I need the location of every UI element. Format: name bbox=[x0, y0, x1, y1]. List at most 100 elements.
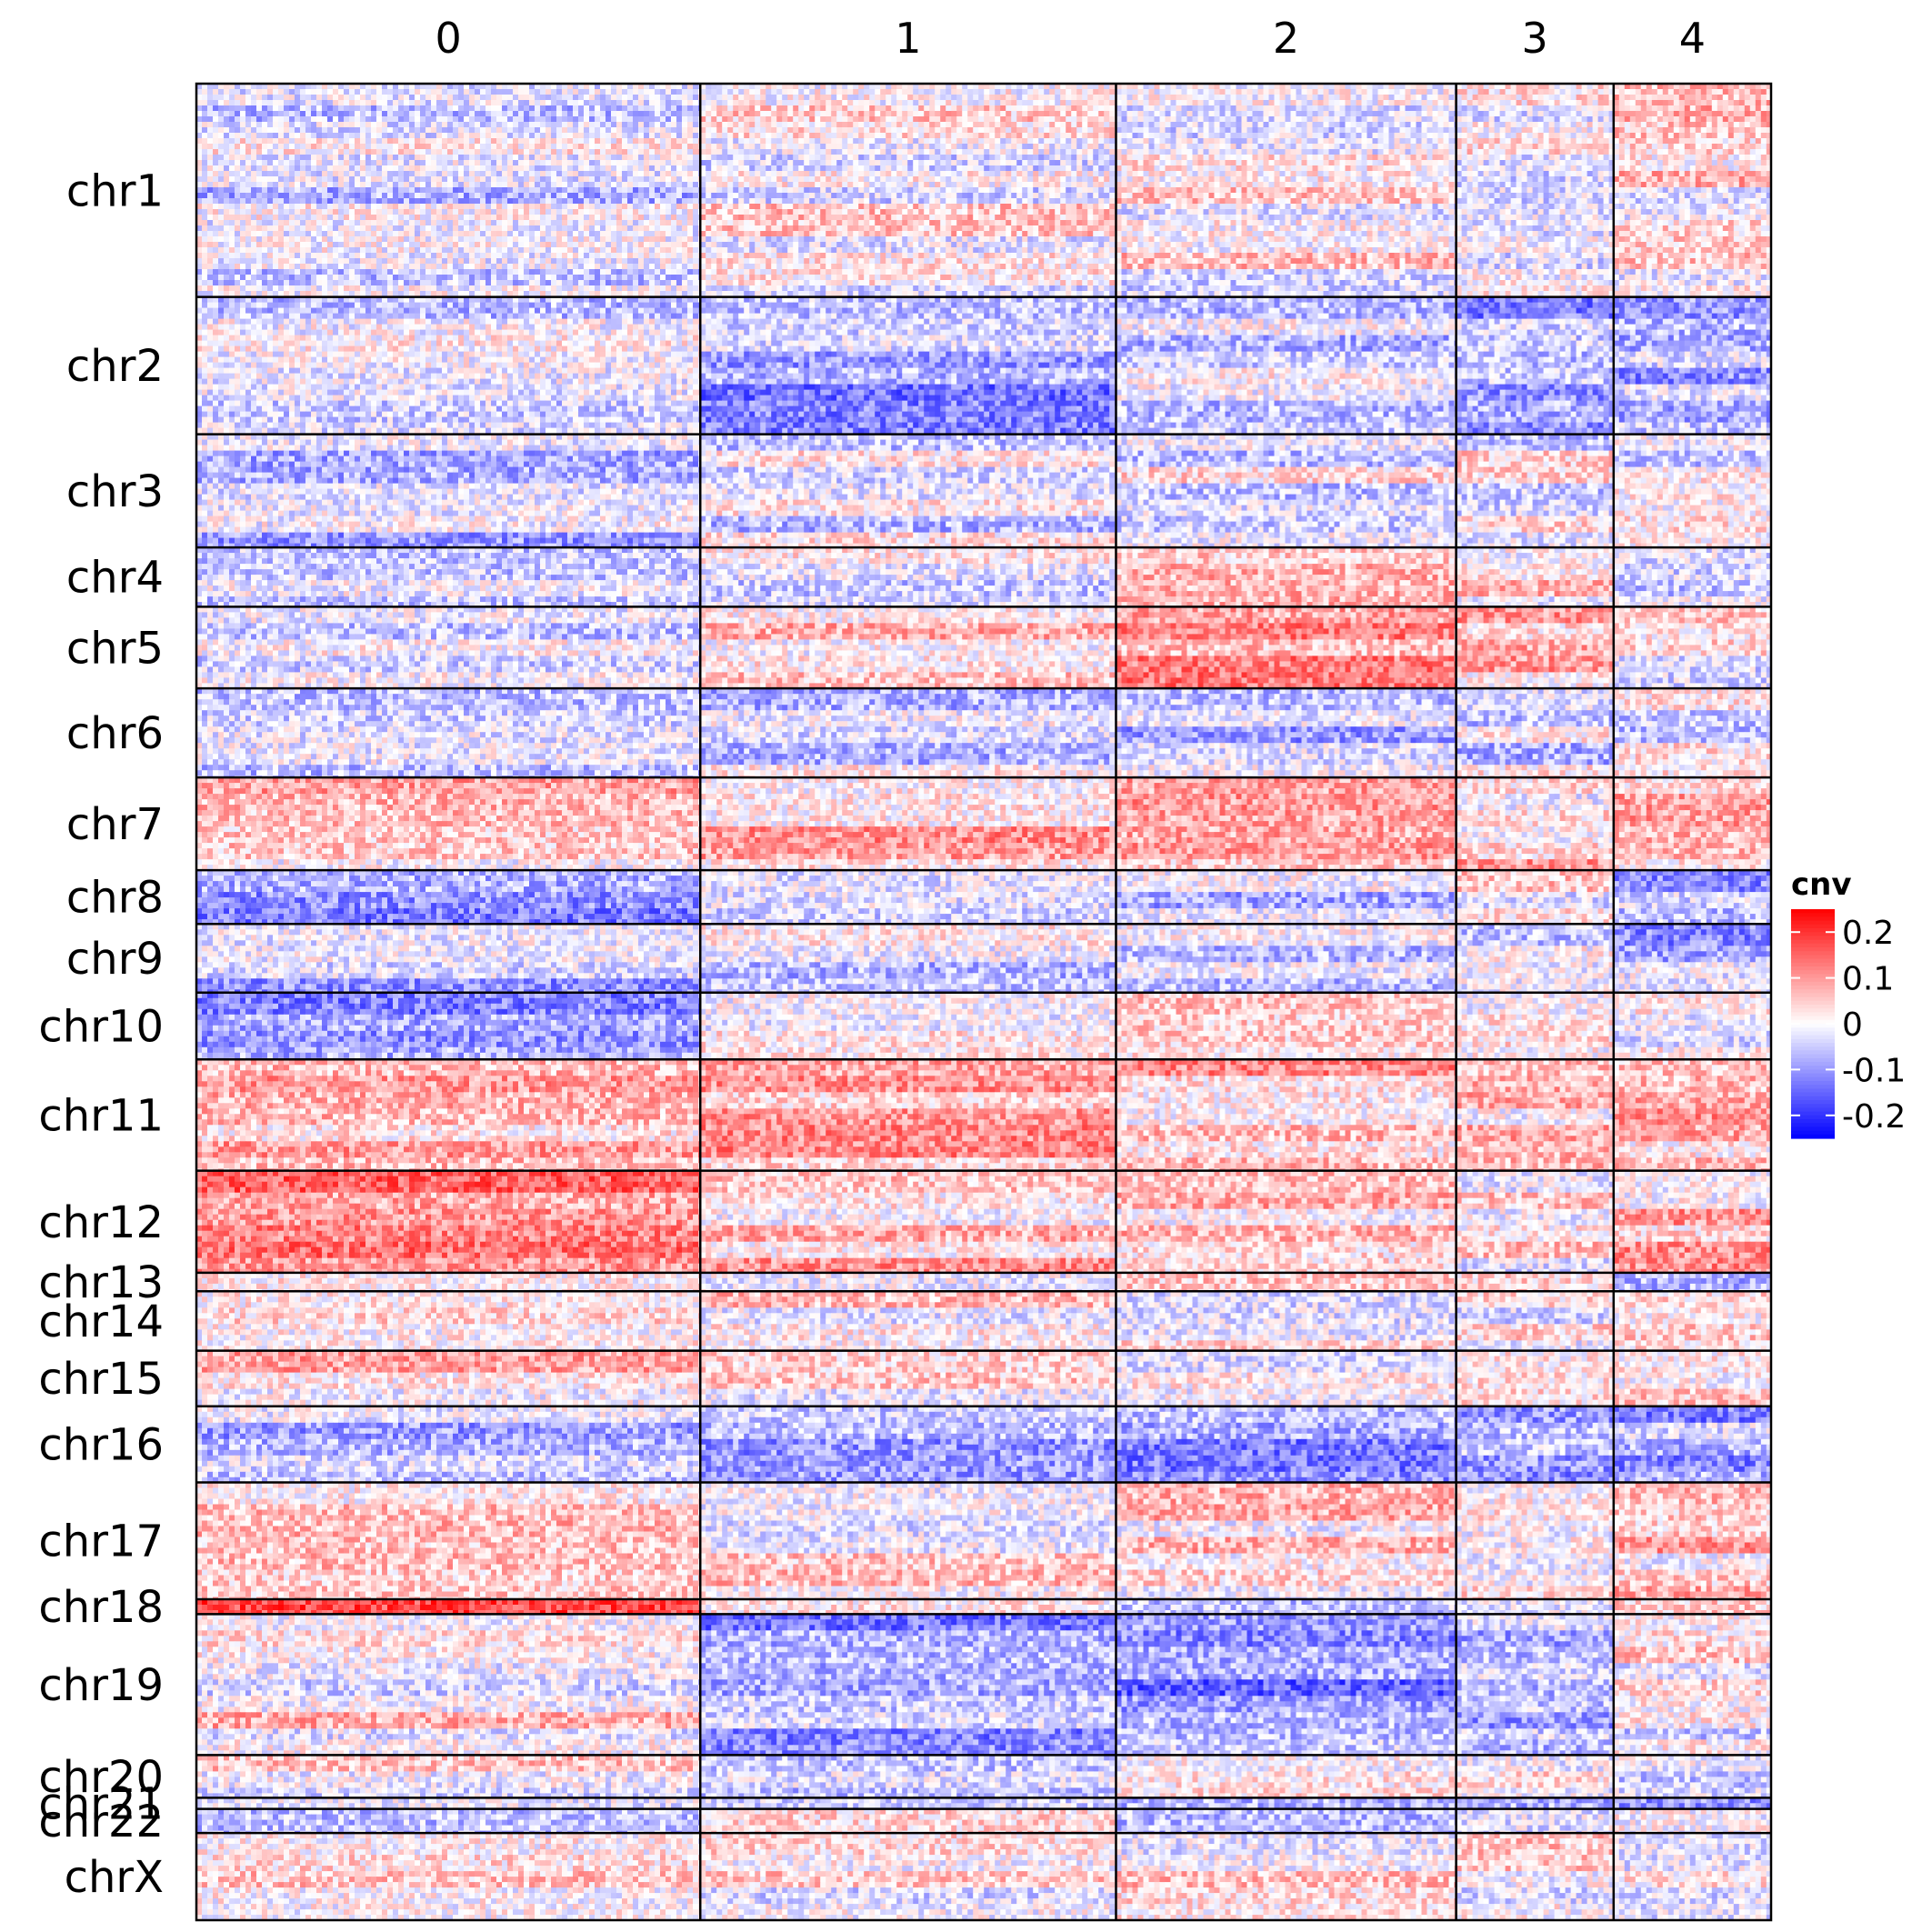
chromosome-label-chr15: chr15 bbox=[38, 1354, 164, 1405]
heatmap-block-chr14-cluster-3 bbox=[1457, 1291, 1615, 1351]
heatmap-block-chr21-cluster-4 bbox=[1614, 1797, 1772, 1809]
heatmap-block-chr3-cluster-3 bbox=[1457, 435, 1615, 548]
heatmap-block-chr7-cluster-3 bbox=[1457, 777, 1615, 871]
legend-title: cnv bbox=[1791, 866, 1852, 903]
heatmap-block-chr5-cluster-2 bbox=[1116, 606, 1457, 688]
heatmap-block-chr2-cluster-3 bbox=[1457, 297, 1615, 435]
cluster-label-0: 0 bbox=[435, 14, 461, 63]
heatmap-block-chr18-cluster-3 bbox=[1457, 1599, 1615, 1615]
heatmap-block-chr20-cluster-1 bbox=[700, 1755, 1116, 1798]
heatmap-block-chr9-cluster-1 bbox=[700, 924, 1116, 993]
heatmap-block-chr15-cluster-4 bbox=[1614, 1351, 1772, 1407]
heatmap-block-chr1-cluster-1 bbox=[700, 84, 1116, 297]
heatmap-block-chr15-cluster-0 bbox=[196, 1351, 701, 1407]
heatmap-block-chr12-cluster-0 bbox=[196, 1171, 701, 1274]
heatmap-block-chr22-cluster-0 bbox=[196, 1809, 701, 1834]
heatmap-block-chr16-cluster-1 bbox=[700, 1406, 1116, 1483]
heatmap-block-chr4-cluster-3 bbox=[1457, 547, 1615, 607]
heatmap-block-chr9-cluster-0 bbox=[196, 924, 701, 993]
heatmap-block-chr7-cluster-4 bbox=[1614, 777, 1772, 871]
chromosome-label-chr18: chr18 bbox=[38, 1582, 164, 1633]
heatmap-block-chr16-cluster-2 bbox=[1116, 1406, 1457, 1483]
legend-tick-label-3: -0.1 bbox=[1842, 1052, 1906, 1089]
heatmap-block-chr18-cluster-4 bbox=[1614, 1599, 1772, 1615]
heatmap-block-chr20-cluster-3 bbox=[1457, 1755, 1615, 1798]
heatmap-block-chr21-cluster-3 bbox=[1457, 1797, 1615, 1809]
heatmap-block-chr3-cluster-1 bbox=[700, 435, 1116, 548]
heatmap-block-chr22-cluster-4 bbox=[1614, 1809, 1772, 1834]
chromosome-label-chr17: chr17 bbox=[38, 1517, 164, 1567]
heatmap-block-chr7-cluster-1 bbox=[700, 777, 1116, 871]
heatmap-block-chr20-cluster-0 bbox=[196, 1755, 701, 1798]
heatmap-block-chr12-cluster-3 bbox=[1457, 1171, 1615, 1274]
heatmap-block-chr8-cluster-3 bbox=[1457, 870, 1615, 925]
chromosome-labels: chr1chr2chr3chr4chr5chr6chr7chr8chr9chr1… bbox=[38, 165, 164, 1903]
heatmap-block-chr6-cluster-2 bbox=[1116, 688, 1457, 778]
heatmap-block-chr8-cluster-0 bbox=[196, 870, 701, 925]
chromosome-label-chr6: chr6 bbox=[66, 708, 164, 759]
heatmap-block-chr12-cluster-2 bbox=[1116, 1171, 1457, 1274]
heatmap-block-chr16-cluster-4 bbox=[1614, 1406, 1772, 1483]
heatmap-block-chr11-cluster-4 bbox=[1614, 1059, 1772, 1171]
heatmap-block-chr13-cluster-3 bbox=[1457, 1273, 1615, 1292]
heatmap-block-chr10-cluster-0 bbox=[196, 993, 701, 1060]
heatmap-block-chr5-cluster-0 bbox=[196, 606, 701, 688]
heatmap-block-chr3-cluster-0 bbox=[196, 435, 701, 548]
heatmap-block-chr7-cluster-0 bbox=[196, 777, 701, 871]
chromosome-label-chr7: chr7 bbox=[66, 799, 164, 850]
heatmap-block-chr10-cluster-3 bbox=[1457, 993, 1615, 1060]
heatmap-block-chr7-cluster-2 bbox=[1116, 777, 1457, 871]
cluster-label-3: 3 bbox=[1522, 14, 1548, 63]
heatmap-block-chrX-cluster-1 bbox=[700, 1833, 1116, 1921]
heatmap-block-chr20-cluster-2 bbox=[1116, 1755, 1457, 1798]
heatmap-block-chr10-cluster-1 bbox=[700, 993, 1116, 1060]
heatmap-block-chr11-cluster-3 bbox=[1457, 1059, 1615, 1171]
heatmap-block-chr1-cluster-0 bbox=[196, 84, 701, 297]
chromosome-label-chr2: chr2 bbox=[66, 341, 164, 392]
chromosome-label-chr9: chr9 bbox=[66, 934, 164, 985]
heatmap-block-chr18-cluster-0 bbox=[196, 1599, 701, 1615]
heatmap-block-chr16-cluster-0 bbox=[196, 1406, 701, 1483]
heatmap-block-chr21-cluster-0 bbox=[196, 1797, 701, 1809]
heatmap-block-chr10-cluster-2 bbox=[1116, 993, 1457, 1060]
heatmap-block-chr18-cluster-2 bbox=[1116, 1599, 1457, 1615]
heatmap-block-chr4-cluster-2 bbox=[1116, 547, 1457, 607]
chromosome-label-chr16: chr16 bbox=[38, 1420, 164, 1471]
heatmap-block-chr6-cluster-1 bbox=[700, 688, 1116, 778]
heatmap-block-chr6-cluster-0 bbox=[196, 688, 701, 778]
heatmap-block-chr2-cluster-1 bbox=[700, 297, 1116, 435]
heatmap-block-chr5-cluster-3 bbox=[1457, 606, 1615, 688]
heatmap-block-chr22-cluster-2 bbox=[1116, 1809, 1457, 1834]
heatmap-block-chr4-cluster-4 bbox=[1614, 547, 1772, 607]
cluster-labels: 0 1 2 3 4 bbox=[435, 14, 1706, 63]
heatmap-block-chr19-cluster-4 bbox=[1614, 1614, 1772, 1756]
heatmap-block-chrX-cluster-2 bbox=[1116, 1833, 1457, 1921]
heatmap-block-chrX-cluster-0 bbox=[196, 1833, 701, 1921]
heatmap-block-chr11-cluster-2 bbox=[1116, 1059, 1457, 1171]
legend-tick-label-2: 0 bbox=[1842, 1006, 1863, 1044]
heatmap-block-chr1-cluster-3 bbox=[1457, 84, 1615, 297]
heatmap-block-chr19-cluster-0 bbox=[196, 1614, 701, 1756]
chromosome-label-chr12: chr12 bbox=[38, 1197, 164, 1248]
heatmap-block-chrX-cluster-4 bbox=[1614, 1833, 1772, 1921]
heatmap-block-chr15-cluster-3 bbox=[1457, 1351, 1615, 1407]
heatmap-block-chr8-cluster-1 bbox=[700, 870, 1116, 925]
heatmap-block-chr14-cluster-2 bbox=[1116, 1291, 1457, 1351]
heatmap-block-chr12-cluster-1 bbox=[700, 1171, 1116, 1274]
heatmap-block-chr13-cluster-0 bbox=[196, 1273, 701, 1292]
heatmap-block-chr18-cluster-1 bbox=[700, 1599, 1116, 1615]
legend-tick-label-0: 0.2 bbox=[1842, 915, 1894, 952]
heatmap-block-chr2-cluster-4 bbox=[1614, 297, 1772, 435]
chromosome-label-chr11: chr11 bbox=[38, 1091, 164, 1142]
heatmap-block-chr19-cluster-3 bbox=[1457, 1614, 1615, 1756]
heatmap-block-chr14-cluster-0 bbox=[196, 1291, 701, 1351]
cluster-label-2: 2 bbox=[1273, 14, 1299, 63]
heatmap-block-chr13-cluster-4 bbox=[1614, 1273, 1772, 1292]
cluster-label-1: 1 bbox=[895, 14, 921, 63]
heatmap-block-chr4-cluster-0 bbox=[196, 547, 701, 607]
heatmap-block-chr6-cluster-3 bbox=[1457, 688, 1615, 778]
chromosome-label-chrX: chrX bbox=[65, 1852, 164, 1903]
cluster-label-4: 4 bbox=[1679, 14, 1706, 63]
color-legend: cnv 0.20.10-0.1-0.2 bbox=[1791, 866, 1906, 1139]
heatmap-block-chr21-cluster-2 bbox=[1116, 1797, 1457, 1809]
